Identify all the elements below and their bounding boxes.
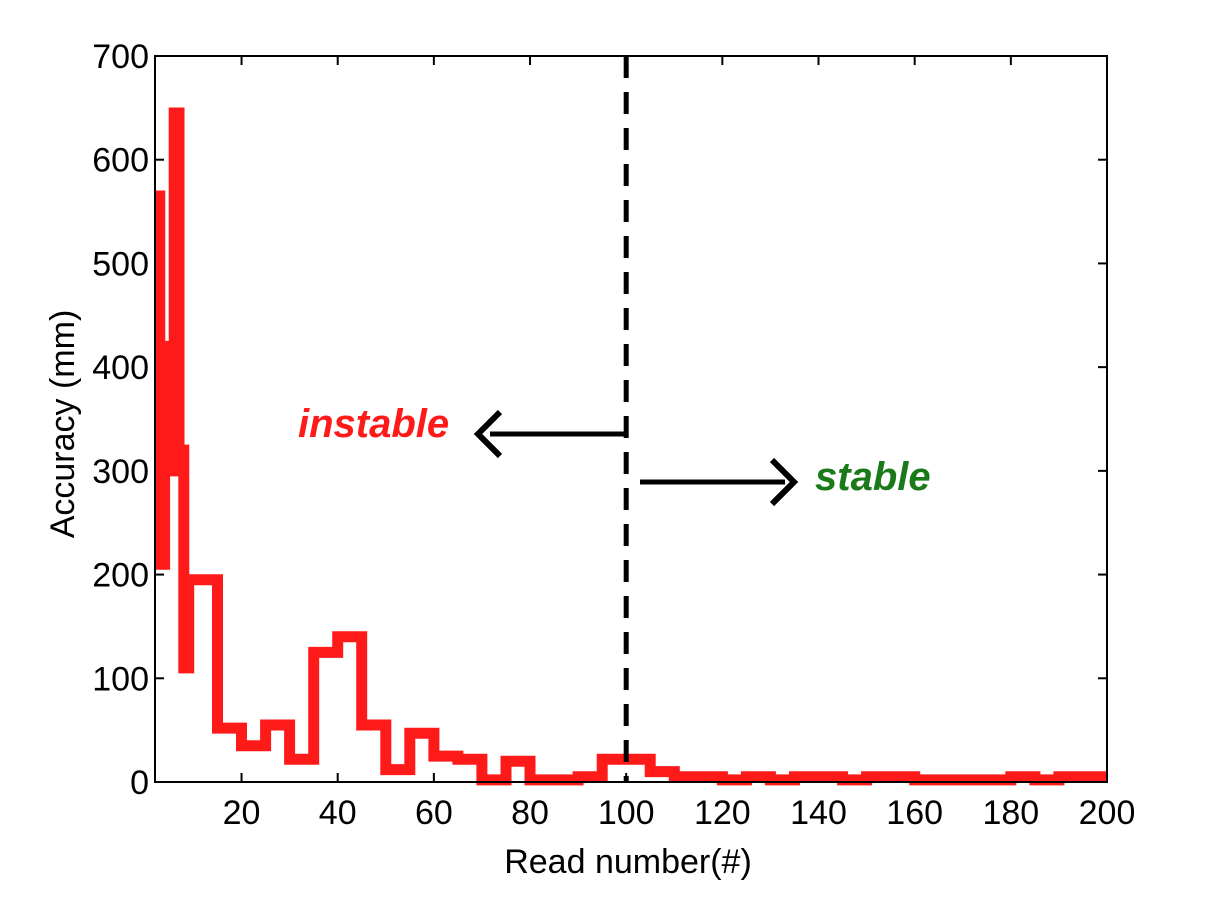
x-tick-label: 80	[511, 794, 549, 832]
plot-frame	[154, 55, 1108, 783]
stable-label: stable	[815, 455, 931, 499]
instable-label: instable	[298, 402, 449, 446]
x-tick-label: 100	[598, 794, 655, 832]
x-tick-label: 60	[415, 794, 453, 832]
series-layer	[154, 107, 1107, 786]
y-tick-label: 400	[92, 349, 149, 387]
x-tick-label: 40	[319, 794, 357, 832]
y-tick-label: 600	[92, 142, 149, 180]
stable-annotation: stable	[640, 455, 931, 507]
y-tick-label: 0	[130, 764, 149, 802]
x-tick-label: 180	[982, 794, 1039, 832]
x-tick-label: 160	[886, 794, 943, 832]
y-tick-label: 700	[92, 38, 149, 76]
stable-arrow-head	[769, 457, 799, 507]
x-tick-label: 20	[223, 794, 261, 832]
ticks-layer: 20 40 60 80 100 120 140 160 180 200 0 100 200 300 400 5…	[92, 38, 1135, 832]
y-tick-label: 200	[92, 557, 149, 595]
y-tick-label: 100	[92, 660, 149, 698]
x-axis-label: Read number(#)	[504, 843, 752, 881]
y-axis-label: Accuracy (mm)	[44, 310, 82, 539]
x-tick-label: 140	[790, 794, 847, 832]
instable-arrow-head	[473, 409, 503, 459]
y-tick-label: 500	[92, 245, 149, 283]
x-tick-label: 200	[1079, 794, 1136, 832]
x-tick-label: 120	[694, 794, 751, 832]
instable-annotation: instable	[298, 402, 625, 459]
y-tick-label: 300	[92, 453, 149, 491]
accuracy-series-line	[154, 107, 1107, 786]
